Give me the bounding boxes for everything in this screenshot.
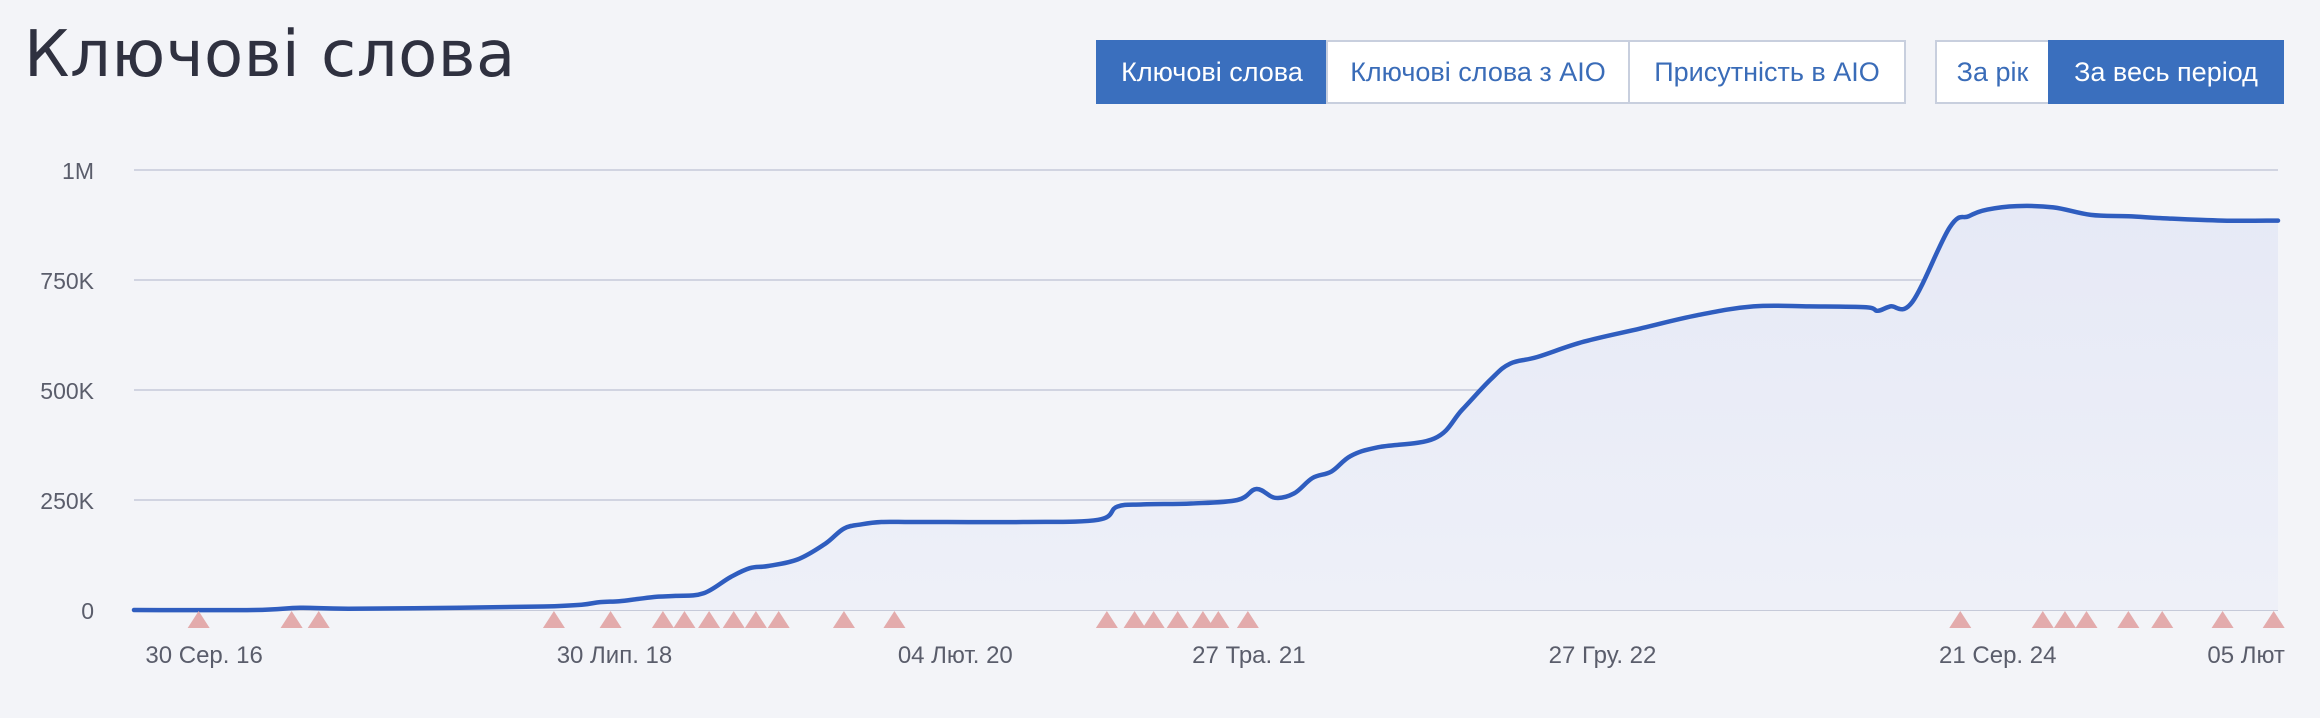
event-marker[interactable] [1095,611,1118,628]
event-marker[interactable] [1142,611,1165,628]
event-marker[interactable] [187,611,210,628]
event-marker[interactable] [2075,611,2098,628]
y-tick-label: 250K [40,488,94,514]
x-tick-label: 30 Сер. 16 [145,642,262,669]
event-marker[interactable] [1236,611,1259,628]
series-line [131,203,2281,613]
tab-aio-presence[interactable]: Присутність в AIO [1628,40,1906,104]
x-tick-label: 30 Лип. 18 [557,642,673,669]
event-marker[interactable] [1191,611,1214,628]
event-marker[interactable] [2053,611,2076,628]
tab-keywords[interactable]: Ключові слова [1096,40,1328,104]
y-tick-label: 500K [40,378,94,404]
metric-tab-group: Ключові слова Ключові слова з AIO Присут… [1096,40,1906,104]
event-marker[interactable] [651,611,674,628]
event-marker[interactable] [722,611,745,628]
x-tick-label: 21 Сер. 24 [1939,642,2056,669]
y-tick-label: 750K [40,268,94,294]
event-marker[interactable] [599,611,622,628]
x-tick-label: 27 Тра. 21 [1192,642,1305,669]
event-marker[interactable] [280,611,303,628]
y-tick-label: 0 [81,598,94,624]
tab-period-year[interactable]: За рік [1935,40,2050,104]
event-marker[interactable] [1123,611,1146,628]
event-marker[interactable] [832,611,855,628]
period-tab-group: За рік За весь період [1935,40,2284,104]
event-marker[interactable] [1166,611,1189,628]
y-tick-label: 1M [62,158,94,184]
event-marker[interactable] [2117,611,2140,628]
x-tick-label: 27 Гру. 22 [1549,642,1657,669]
event-marker[interactable] [1949,611,1972,628]
event-marker[interactable] [744,611,767,628]
event-marker[interactable] [2031,611,2054,628]
event-marker[interactable] [1207,611,1230,628]
x-tick-label: 04 Лют. 20 [898,642,1013,669]
event-marker[interactable] [673,611,696,628]
series-area [134,205,2278,611]
event-marker[interactable] [542,611,565,628]
event-marker[interactable] [698,611,721,628]
event-marker[interactable] [767,611,790,628]
page-title: Ключові слова [24,18,516,92]
x-tick-label: 05 Лют [2207,642,2285,669]
event-marker[interactable] [2262,611,2285,628]
tab-period-all-time[interactable]: За весь період [2048,40,2284,104]
event-marker[interactable] [883,611,906,628]
event-marker[interactable] [2151,611,2174,628]
event-marker[interactable] [307,611,330,628]
event-marker[interactable] [2211,611,2234,628]
